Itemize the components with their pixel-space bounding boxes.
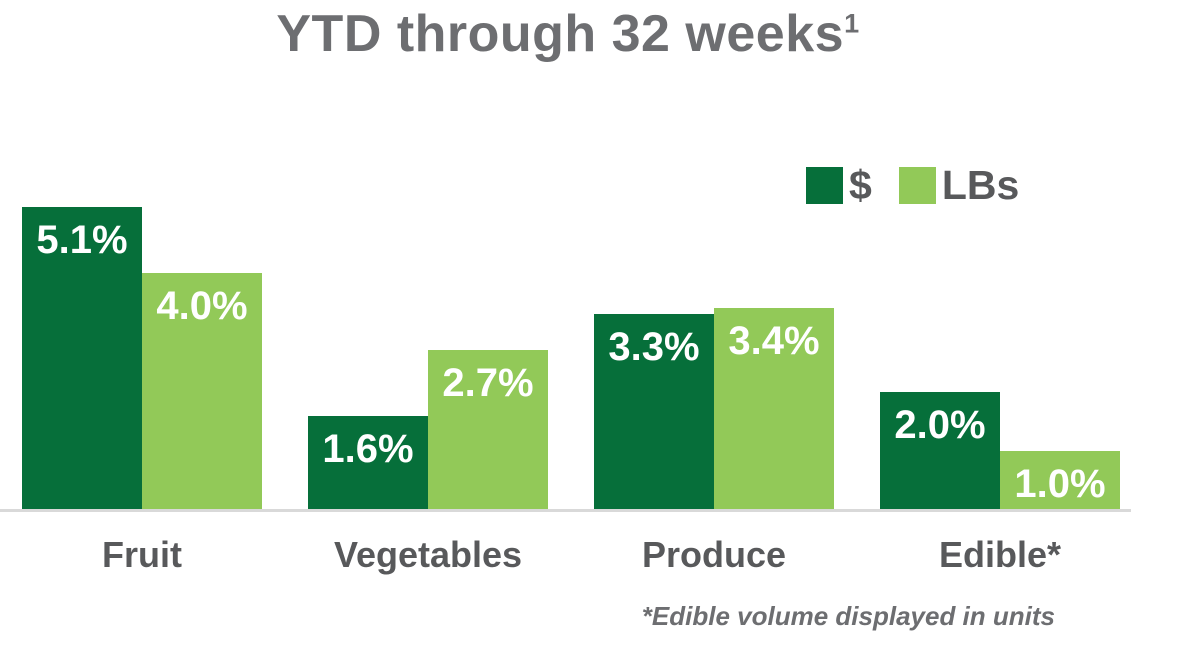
bar-value-label-edible-lbs: 1.0% — [1014, 462, 1106, 506]
bar-value-label-vegetables-lbs: 2.7% — [442, 361, 534, 405]
category-label-produce: Produce — [641, 534, 787, 575]
bar-group-produce: 3.3% 3.4% — [594, 308, 834, 511]
bar-produce-lbs: 3.4% — [714, 308, 834, 511]
category-axis: Fruit Vegetables Produce Edible* — [22, 534, 1120, 576]
legend-item-dollars: $ — [806, 165, 872, 206]
legend-label-dollars: $ — [849, 162, 872, 208]
bar-group-vegetables: 1.6% 2.7% — [308, 350, 548, 511]
bar-value-label-edible-dollars: 2.0% — [894, 403, 986, 447]
legend-item-lbs: LBs — [898, 162, 1020, 208]
bar-edible-lbs: 1.0% — [1000, 451, 1120, 511]
bar-produce-dollars: 3.3% — [594, 314, 714, 511]
bar-edible-dollars: 2.0% — [880, 392, 1000, 511]
bar-value-label-produce-lbs: 3.4% — [728, 319, 820, 363]
legend-swatch-dollars — [806, 167, 843, 204]
bar-value-label-fruit-dollars: 5.1% — [36, 218, 128, 262]
footnote: *Edible volume displayed in units — [641, 601, 1055, 631]
bar-vegetables-dollars: 1.6% — [308, 416, 428, 511]
bar-fruit-lbs: 4.0% — [142, 273, 262, 511]
category-label-vegetables: Vegetables — [333, 534, 523, 575]
legend-label-lbs: LBs — [941, 162, 1020, 208]
bar-value-label-produce-dollars: 3.3% — [608, 325, 700, 369]
x-axis-line — [0, 509, 1131, 512]
bar-value-label-vegetables-dollars: 1.6% — [322, 427, 414, 471]
plot-area: 5.1% 4.0% 1.6% 2.7% 3.3% 3.4% 2.0% 1.0% — [22, 191, 1120, 511]
legend-swatch-lbs — [898, 167, 936, 204]
chart-legend: $ LBs — [806, 165, 1019, 206]
bar-fruit-dollars: 5.1% — [22, 207, 142, 511]
bar-vegetables-lbs: 2.7% — [428, 350, 548, 511]
chart-title-text: YTD through 32 weeks — [276, 5, 845, 63]
chart-title: YTD through 32 weeks1 — [0, 4, 1136, 64]
bar-value-label-fruit-lbs: 4.0% — [156, 284, 248, 328]
title-footnote-marker: 1 — [844, 8, 860, 39]
category-label-edible: Edible* — [938, 534, 1062, 575]
bar-group-fruit: 5.1% 4.0% — [22, 207, 262, 511]
bar-group-edible: 2.0% 1.0% — [880, 392, 1120, 511]
category-label-fruit: Fruit — [102, 534, 182, 575]
